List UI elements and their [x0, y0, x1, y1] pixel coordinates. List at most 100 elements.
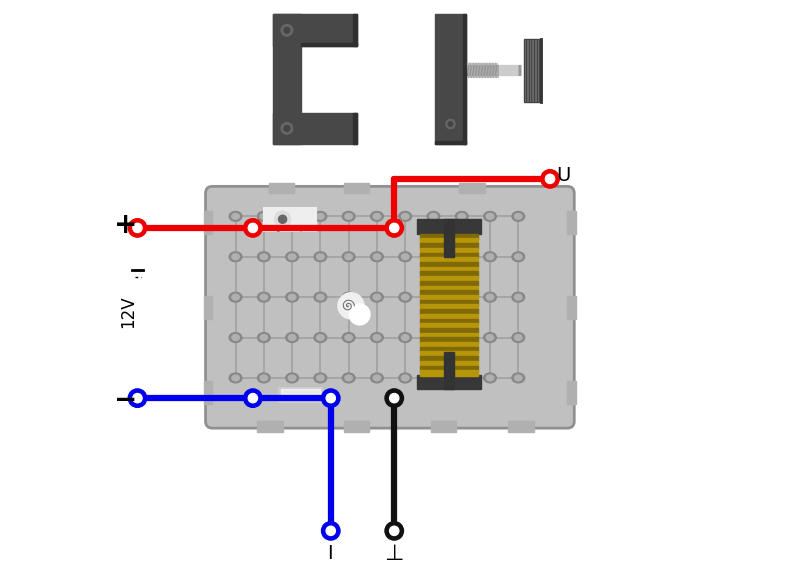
Bar: [420, 309, 478, 314]
Ellipse shape: [260, 375, 267, 381]
Text: U: U: [556, 167, 570, 185]
Ellipse shape: [512, 252, 525, 262]
Ellipse shape: [399, 373, 411, 383]
Bar: [420, 305, 478, 310]
Ellipse shape: [373, 375, 381, 381]
Bar: [420, 267, 478, 272]
Ellipse shape: [514, 294, 522, 300]
Circle shape: [281, 25, 293, 36]
Circle shape: [281, 122, 293, 134]
Bar: [354, 113, 357, 144]
Circle shape: [338, 293, 364, 319]
Bar: [567, 211, 576, 234]
Circle shape: [322, 389, 340, 407]
Bar: [420, 286, 478, 291]
Bar: [420, 323, 478, 328]
Circle shape: [390, 223, 399, 233]
Ellipse shape: [458, 335, 466, 340]
Ellipse shape: [232, 213, 239, 219]
Ellipse shape: [486, 335, 494, 340]
Bar: [420, 366, 478, 371]
Bar: [418, 219, 481, 234]
Ellipse shape: [455, 332, 468, 342]
Ellipse shape: [370, 212, 383, 221]
Ellipse shape: [260, 335, 267, 340]
Ellipse shape: [230, 332, 242, 342]
Ellipse shape: [399, 293, 411, 302]
Ellipse shape: [373, 335, 381, 340]
Bar: [204, 211, 213, 234]
Ellipse shape: [430, 213, 438, 219]
Ellipse shape: [260, 254, 267, 260]
Bar: [269, 183, 294, 193]
Bar: [204, 381, 213, 404]
Circle shape: [541, 170, 559, 188]
Bar: [430, 421, 456, 432]
Bar: [567, 381, 576, 404]
Ellipse shape: [486, 213, 494, 219]
Bar: [420, 248, 478, 253]
Ellipse shape: [232, 335, 239, 340]
Ellipse shape: [486, 254, 494, 260]
Bar: [509, 421, 534, 432]
Text: ⊥: ⊥: [385, 544, 404, 564]
Ellipse shape: [288, 213, 296, 219]
Ellipse shape: [373, 294, 381, 300]
Bar: [420, 299, 478, 305]
Circle shape: [128, 219, 146, 237]
Ellipse shape: [455, 212, 468, 221]
Bar: [258, 421, 283, 432]
Bar: [273, 14, 357, 46]
Ellipse shape: [317, 294, 324, 300]
Ellipse shape: [345, 213, 352, 219]
Ellipse shape: [286, 212, 298, 221]
Ellipse shape: [427, 252, 440, 262]
Bar: [420, 328, 478, 334]
Ellipse shape: [288, 294, 296, 300]
FancyBboxPatch shape: [206, 186, 574, 428]
Circle shape: [390, 394, 399, 403]
Bar: [420, 351, 478, 357]
Ellipse shape: [314, 252, 326, 262]
Ellipse shape: [317, 335, 324, 340]
Circle shape: [546, 174, 554, 183]
Ellipse shape: [286, 373, 298, 383]
Bar: [459, 183, 485, 193]
Ellipse shape: [399, 332, 411, 342]
Ellipse shape: [514, 375, 522, 381]
Ellipse shape: [427, 212, 440, 221]
Ellipse shape: [258, 293, 270, 302]
Ellipse shape: [232, 375, 239, 381]
Ellipse shape: [342, 293, 355, 302]
Circle shape: [128, 389, 146, 407]
Bar: [344, 421, 370, 432]
Ellipse shape: [484, 293, 496, 302]
Bar: [420, 342, 478, 347]
Ellipse shape: [260, 213, 267, 219]
Ellipse shape: [258, 373, 270, 383]
Ellipse shape: [317, 254, 324, 260]
Bar: [204, 295, 213, 319]
Ellipse shape: [232, 294, 239, 300]
Ellipse shape: [258, 212, 270, 221]
Bar: [445, 219, 454, 257]
Ellipse shape: [402, 254, 409, 260]
Ellipse shape: [342, 332, 355, 342]
Ellipse shape: [258, 332, 270, 342]
Bar: [445, 352, 454, 389]
Ellipse shape: [402, 294, 409, 300]
Text: −: −: [114, 386, 138, 414]
Ellipse shape: [514, 335, 522, 340]
Ellipse shape: [345, 375, 352, 381]
Ellipse shape: [230, 252, 242, 262]
Bar: [420, 253, 478, 258]
Ellipse shape: [232, 254, 239, 260]
Circle shape: [274, 211, 290, 227]
Ellipse shape: [342, 373, 355, 383]
Circle shape: [244, 219, 262, 237]
Ellipse shape: [373, 213, 381, 219]
Ellipse shape: [258, 252, 270, 262]
Ellipse shape: [342, 252, 355, 262]
Ellipse shape: [314, 212, 326, 221]
Ellipse shape: [458, 213, 466, 219]
